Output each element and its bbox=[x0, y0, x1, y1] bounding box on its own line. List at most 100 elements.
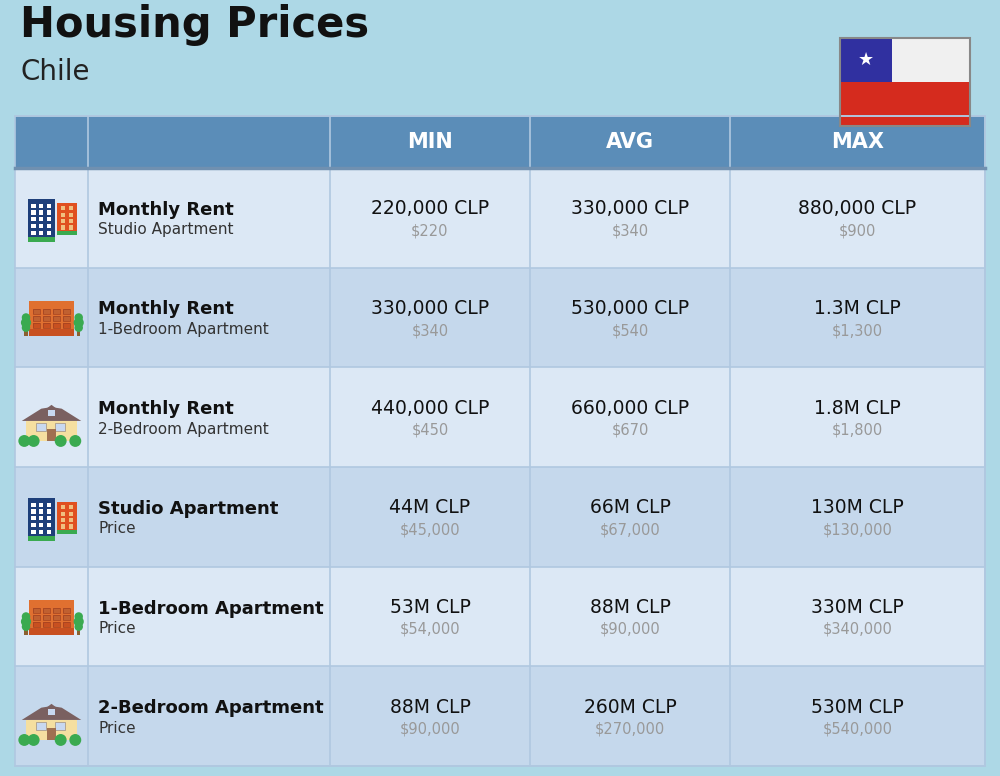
Text: $270,000: $270,000 bbox=[595, 722, 665, 736]
Text: 260M CLP: 260M CLP bbox=[584, 698, 676, 717]
Text: 66M CLP: 66M CLP bbox=[590, 498, 670, 518]
Bar bbox=[33, 615, 40, 620]
Bar bbox=[47, 516, 51, 521]
Text: 530,000 CLP: 530,000 CLP bbox=[571, 299, 689, 318]
Bar bbox=[61, 505, 65, 510]
Bar bbox=[39, 510, 43, 514]
Text: $90,000: $90,000 bbox=[400, 722, 460, 736]
Bar bbox=[43, 608, 50, 613]
Bar bbox=[55, 722, 65, 729]
Text: ★: ★ bbox=[858, 51, 874, 69]
Text: 330,000 CLP: 330,000 CLP bbox=[371, 299, 489, 318]
Bar bbox=[28, 536, 55, 541]
Bar bbox=[39, 217, 43, 221]
Bar bbox=[55, 423, 65, 431]
Bar bbox=[43, 316, 50, 321]
Text: 2-Bedroom Apartment: 2-Bedroom Apartment bbox=[98, 421, 269, 437]
Text: 44M CLP: 44M CLP bbox=[389, 498, 471, 518]
Text: AVG: AVG bbox=[606, 132, 654, 152]
Bar bbox=[28, 498, 55, 541]
Bar bbox=[63, 316, 70, 321]
Bar bbox=[69, 511, 73, 516]
Bar bbox=[43, 608, 50, 613]
Bar bbox=[43, 323, 50, 327]
Bar bbox=[57, 501, 77, 534]
Bar bbox=[39, 230, 43, 235]
Circle shape bbox=[22, 324, 30, 332]
Circle shape bbox=[22, 612, 30, 621]
Text: Chile: Chile bbox=[20, 58, 90, 86]
Bar bbox=[840, 38, 892, 82]
Bar bbox=[15, 566, 985, 667]
Text: 2-Bedroom Apartment: 2-Bedroom Apartment bbox=[98, 699, 324, 717]
Circle shape bbox=[21, 317, 31, 327]
Bar bbox=[33, 323, 40, 327]
Bar bbox=[47, 217, 51, 221]
Bar bbox=[63, 309, 70, 314]
Bar bbox=[28, 237, 55, 241]
Text: Price: Price bbox=[98, 721, 136, 736]
Bar bbox=[63, 608, 70, 613]
Text: Studio Apartment: Studio Apartment bbox=[98, 500, 278, 518]
Bar bbox=[47, 210, 51, 215]
Bar bbox=[47, 230, 51, 235]
Text: 660,000 CLP: 660,000 CLP bbox=[571, 399, 689, 417]
Polygon shape bbox=[22, 706, 81, 720]
Bar bbox=[26, 421, 77, 441]
Bar bbox=[63, 309, 70, 314]
Bar bbox=[26, 720, 77, 740]
Bar bbox=[63, 323, 70, 327]
Bar bbox=[69, 206, 73, 210]
Text: 440,000 CLP: 440,000 CLP bbox=[371, 399, 489, 417]
Text: 1-Bedroom Apartment: 1-Bedroom Apartment bbox=[98, 322, 269, 337]
Bar bbox=[53, 622, 60, 627]
Polygon shape bbox=[22, 407, 81, 421]
Bar bbox=[53, 316, 60, 321]
Circle shape bbox=[74, 616, 84, 627]
Text: 130M CLP: 130M CLP bbox=[811, 498, 904, 518]
Circle shape bbox=[28, 435, 40, 447]
Circle shape bbox=[69, 734, 81, 746]
Bar bbox=[31, 217, 36, 221]
Bar bbox=[33, 316, 40, 321]
Text: 880,000 CLP: 880,000 CLP bbox=[798, 199, 917, 218]
Text: $1,300: $1,300 bbox=[832, 323, 883, 338]
Text: Monthly Rent: Monthly Rent bbox=[98, 300, 234, 318]
Bar bbox=[15, 467, 985, 566]
Bar bbox=[33, 608, 40, 613]
Bar bbox=[15, 667, 985, 766]
Bar bbox=[47, 204, 51, 208]
Bar bbox=[53, 608, 60, 613]
Bar bbox=[69, 219, 73, 223]
Bar bbox=[33, 622, 40, 627]
Bar bbox=[31, 530, 36, 534]
Bar bbox=[53, 316, 60, 321]
Bar bbox=[69, 525, 73, 528]
Circle shape bbox=[18, 734, 30, 746]
Bar bbox=[61, 511, 65, 516]
Bar bbox=[31, 230, 36, 235]
Bar bbox=[33, 622, 40, 627]
Bar bbox=[47, 530, 51, 534]
Bar bbox=[63, 323, 70, 327]
Polygon shape bbox=[45, 405, 58, 417]
Bar bbox=[43, 323, 50, 327]
Bar bbox=[47, 503, 51, 507]
Text: $1,800: $1,800 bbox=[832, 423, 883, 438]
Bar bbox=[36, 423, 46, 431]
Circle shape bbox=[22, 622, 30, 631]
Text: $220: $220 bbox=[411, 223, 449, 238]
Bar bbox=[69, 213, 73, 217]
Bar bbox=[63, 622, 70, 627]
Text: 1.8M CLP: 1.8M CLP bbox=[814, 399, 901, 417]
Bar bbox=[57, 531, 77, 534]
Bar bbox=[47, 728, 56, 740]
Bar bbox=[840, 38, 970, 126]
Bar bbox=[43, 615, 50, 620]
Bar bbox=[39, 523, 43, 527]
Text: $450: $450 bbox=[411, 423, 449, 438]
Bar bbox=[63, 622, 70, 627]
Text: $340: $340 bbox=[411, 323, 449, 338]
Bar bbox=[57, 231, 77, 235]
Bar bbox=[31, 224, 36, 228]
